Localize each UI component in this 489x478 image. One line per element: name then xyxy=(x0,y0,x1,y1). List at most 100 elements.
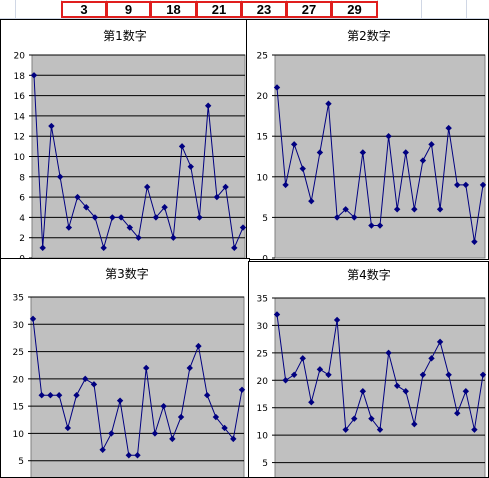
chart-panel-1[interactable]: 第1数字 0 2 4 6 8 10 12 14 16 18 20 xyxy=(0,19,248,260)
data-point xyxy=(231,244,238,252)
data-point xyxy=(73,392,80,399)
data-point xyxy=(462,181,470,189)
data-point xyxy=(411,206,418,213)
data-point xyxy=(126,224,133,231)
y-tick-label: 0 xyxy=(262,255,268,261)
data-point xyxy=(333,316,341,324)
row-divider xyxy=(0,18,489,19)
data-point xyxy=(393,206,401,213)
data-point xyxy=(299,165,306,172)
data-point xyxy=(39,244,46,252)
y-tick-label: 0 xyxy=(19,255,25,261)
number-cell[interactable]: 29 xyxy=(331,1,378,18)
data-point xyxy=(90,381,98,388)
data-point xyxy=(108,430,115,437)
y-tick-label: 30 xyxy=(13,321,25,331)
data-point xyxy=(290,371,298,378)
data-point xyxy=(428,141,435,148)
data-point xyxy=(454,410,461,417)
y-tick-label: 25 xyxy=(257,349,268,359)
data-point xyxy=(116,397,124,404)
y-tick-label: 10 xyxy=(257,173,269,183)
data-point xyxy=(342,206,349,213)
data-point xyxy=(170,234,177,241)
data-point xyxy=(143,364,150,372)
data-point xyxy=(161,204,168,211)
data-point xyxy=(144,183,151,191)
y-tick-label: 5 xyxy=(262,214,268,224)
data-point xyxy=(411,420,418,428)
data-point xyxy=(308,197,315,205)
data-point xyxy=(368,415,375,422)
data-point xyxy=(316,366,324,373)
chart-panel-2[interactable]: 第2数字 0 5 10 15 20 25 xyxy=(246,19,489,260)
y-tick-label: 20 xyxy=(257,377,269,387)
data-point xyxy=(135,234,142,241)
y-tick-label: 20 xyxy=(13,375,25,385)
y-tick-label: 4 xyxy=(19,214,25,224)
chart-title: 第4数字 xyxy=(347,267,391,282)
number-cell[interactable]: 3 xyxy=(61,1,107,18)
data-point xyxy=(454,181,461,189)
spreadsheet-row: 3 9 18 21 23 27 29 xyxy=(0,0,489,19)
data-point xyxy=(273,84,281,91)
data-point xyxy=(55,392,63,399)
data-point xyxy=(428,355,435,362)
data-point xyxy=(316,149,324,156)
data-point xyxy=(359,388,367,395)
data-point xyxy=(117,214,125,221)
line-chart-2: 第2数字 0 5 10 15 20 25 xyxy=(257,28,487,261)
data-point xyxy=(376,222,384,229)
number-cell[interactable]: 27 xyxy=(286,1,332,18)
data-point xyxy=(325,100,332,107)
data-point xyxy=(195,342,202,350)
plot-area xyxy=(30,296,245,477)
column-divider xyxy=(466,0,467,19)
data-point xyxy=(351,415,358,422)
data-point xyxy=(213,193,221,201)
y-tick-label: 10 xyxy=(13,430,25,440)
number-cell[interactable]: 18 xyxy=(150,1,197,18)
y-tick-label: 2 xyxy=(19,234,25,244)
data-point xyxy=(65,224,73,231)
data-point xyxy=(64,424,72,432)
data-point xyxy=(134,452,141,459)
data-point xyxy=(30,72,38,79)
chart-panel-3[interactable]: 第3数字 0 5 10 15 20 25 30 35 xyxy=(0,258,250,478)
data-point xyxy=(125,452,132,459)
data-point xyxy=(419,371,427,378)
data-point xyxy=(186,364,193,372)
data-point xyxy=(308,399,315,406)
y-tick-label: 20 xyxy=(257,92,269,102)
data-point xyxy=(299,355,306,362)
data-point xyxy=(74,193,81,201)
number-cell[interactable]: 23 xyxy=(241,1,287,18)
number-cell[interactable]: 21 xyxy=(196,1,242,18)
data-point xyxy=(325,371,332,378)
y-tick-label: 35 xyxy=(257,295,268,305)
data-point xyxy=(479,181,487,189)
y-tick-label: 5 xyxy=(262,459,268,469)
column-divider xyxy=(421,0,422,19)
y-tick-label: 6 xyxy=(19,194,25,204)
number-cell[interactable]: 9 xyxy=(106,1,151,18)
line-chart-4: 第4数字05101520253035 xyxy=(257,267,487,477)
data-point xyxy=(109,214,116,221)
column-divider xyxy=(15,0,16,19)
plot-area xyxy=(274,297,486,477)
data-point xyxy=(82,375,89,383)
y-tick-label: 8 xyxy=(19,173,25,183)
data-point xyxy=(204,102,212,109)
data-point xyxy=(393,382,401,389)
data-point xyxy=(151,430,159,437)
y-tick-label: 18 xyxy=(14,72,26,82)
data-point xyxy=(376,426,384,433)
y-tick-label: 25 xyxy=(257,52,268,62)
data-point xyxy=(222,183,229,191)
data-point xyxy=(212,413,220,421)
data-point xyxy=(91,214,99,221)
data-point xyxy=(462,388,470,395)
chart-title: 第1数字 xyxy=(103,28,147,43)
chart-panel-4[interactable]: 第4数字05101520253035 xyxy=(248,261,489,478)
data-point xyxy=(445,371,452,378)
